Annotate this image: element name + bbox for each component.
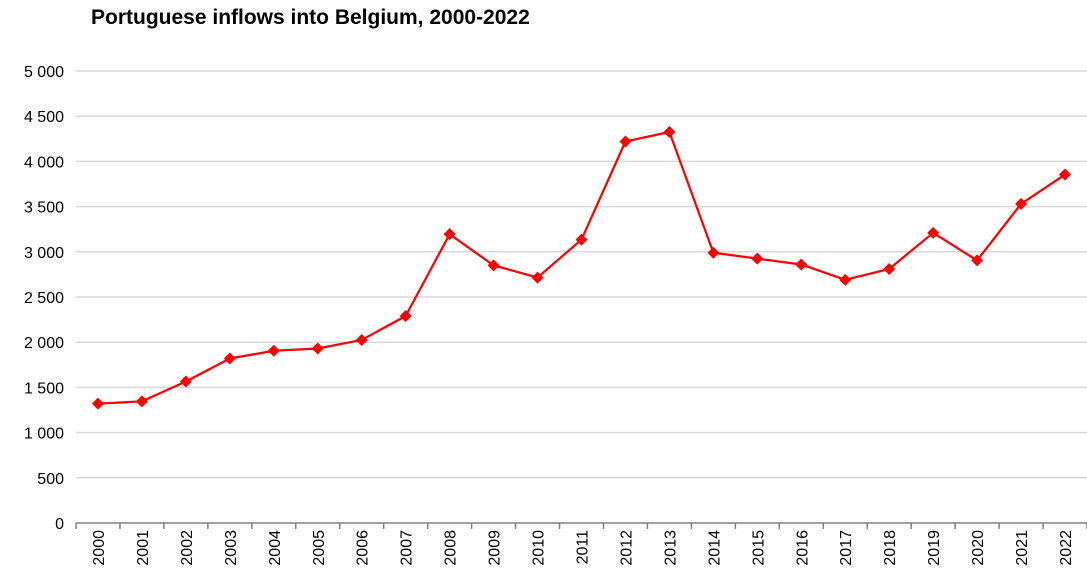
x-tick-label: 2022 (1058, 530, 1075, 566)
x-tick-label: 2000 (91, 530, 108, 566)
x-tick-label: 2017 (838, 530, 855, 566)
data-point-marker (839, 273, 852, 286)
x-tick-label: 2020 (970, 530, 987, 566)
data-point-marker (795, 258, 808, 271)
y-tick-label: 1 000 (24, 426, 64, 443)
x-tick-label: 2012 (618, 530, 635, 566)
data-point-marker (443, 228, 456, 241)
x-tick-label: 2011 (575, 530, 592, 565)
data-point-marker (707, 246, 720, 259)
x-tick-label: 2007 (399, 530, 416, 566)
x-tick-label: 2010 (531, 530, 548, 566)
x-tick-label: 2014 (706, 530, 723, 566)
x-tick-label: 2005 (311, 530, 328, 566)
y-tick-label: 3 000 (24, 245, 64, 262)
data-point-marker (223, 352, 236, 365)
x-tick-label: 2015 (750, 530, 767, 566)
data-point-marker (135, 395, 148, 408)
x-tick-label: 2016 (794, 530, 811, 566)
data-point-marker (531, 271, 544, 284)
x-tick-label: 2004 (267, 530, 284, 566)
data-point-marker (619, 135, 632, 148)
y-tick-label: 1 500 (24, 380, 64, 397)
data-point-marker (179, 375, 192, 388)
y-tick-label: 0 (55, 516, 64, 533)
x-tick-label: 2001 (135, 530, 152, 566)
gridlines (76, 70, 1087, 479)
y-tick-label: 500 (37, 471, 64, 488)
data-point-marker (399, 309, 412, 322)
series-line (97, 130, 1066, 405)
y-tick-label: 5 000 (24, 64, 64, 81)
chart-title: Portuguese inflows into Belgium, 2000-20… (91, 6, 530, 29)
data-point-marker (487, 259, 500, 272)
x-axis (75, 522, 1087, 529)
x-tick-label: 2003 (223, 530, 240, 566)
y-tick-labels: 0 500 1 000 1 500 2 000 2 500 3 000 3 500 4 000 4… (24, 64, 64, 533)
data-point-marker (663, 126, 676, 139)
data-point-marker (355, 333, 368, 346)
data-point-marker (1059, 168, 1072, 181)
data-point-marker (927, 226, 940, 239)
x-tick-label: 2018 (882, 530, 899, 566)
x-tick-label: 2013 (662, 530, 679, 566)
data-point-marker (883, 262, 896, 275)
data-point-marker (751, 252, 764, 265)
data-point-marker (267, 344, 280, 357)
y-tick-label: 4 500 (24, 109, 64, 126)
y-tick-label: 4 000 (24, 154, 64, 171)
data-point-marker (971, 254, 984, 267)
x-tick-label: 2008 (443, 530, 460, 566)
data-point-marker (1015, 197, 1028, 210)
y-tick-label: 2 500 (24, 290, 64, 307)
x-tick-label: 2021 (1014, 530, 1031, 566)
data-point-marker (91, 397, 104, 410)
y-tick-label: 2 000 (24, 335, 64, 352)
x-tick-labels: 2000 2001 2002 2003 2004 2005 2006 2007 2008 2009… (91, 530, 1075, 566)
x-tick-label: 2009 (487, 530, 504, 566)
x-tick-label: 2002 (179, 530, 196, 566)
data-point-marker (575, 233, 588, 246)
y-tick-label: 3 500 (24, 200, 64, 217)
series (91, 126, 1072, 410)
data-point-marker (311, 342, 324, 355)
x-tick-label: 2019 (926, 530, 943, 566)
x-tick-label: 2006 (355, 530, 372, 566)
